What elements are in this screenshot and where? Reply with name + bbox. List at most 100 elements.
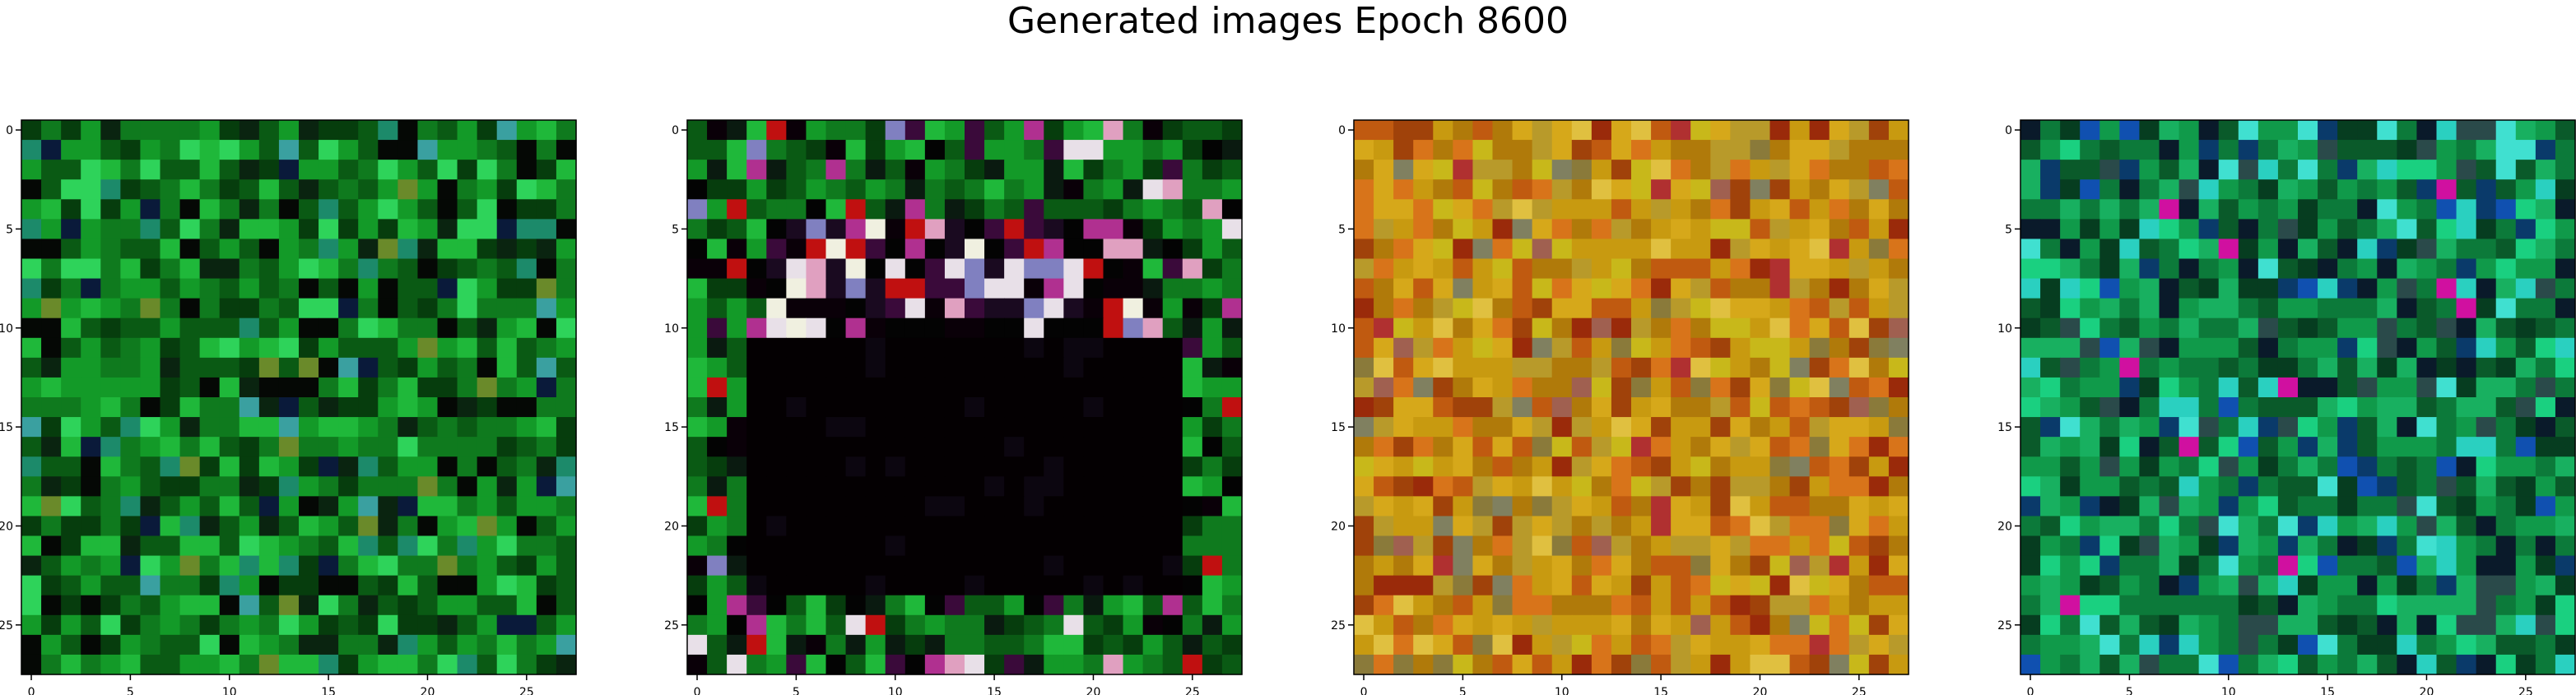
pixel-cell	[1123, 160, 1144, 180]
pixel-cell	[904, 476, 926, 497]
pixel-cell	[2080, 278, 2100, 299]
pixel-cell	[2357, 258, 2378, 280]
pixel-cell	[2040, 357, 2061, 378]
pixel-cell	[2238, 654, 2259, 675]
pixel-cell	[477, 160, 498, 180]
pixel-cell	[21, 535, 42, 557]
pixel-cell	[2277, 337, 2299, 359]
pixel-cell	[2040, 278, 2061, 299]
pixel-cell	[1083, 120, 1104, 141]
pixel-cell	[2456, 496, 2477, 517]
pixel-cell	[496, 120, 518, 141]
pixel-cell	[2139, 298, 2160, 319]
pixel-cell	[81, 595, 101, 616]
pixel-cell	[2080, 535, 2100, 557]
pixel-cell	[2397, 476, 2418, 497]
pixel-cell	[2357, 278, 2378, 299]
pixel-cell	[81, 140, 101, 160]
pixel-cell	[904, 120, 926, 141]
pixel-cell	[1571, 476, 1593, 497]
pixel-cell	[2020, 120, 2041, 141]
pixel-cell	[1044, 258, 1064, 280]
pixel-cell	[687, 377, 708, 398]
pixel-cell	[1591, 535, 1612, 557]
pixel-cell	[2397, 179, 2418, 200]
pixel-cell	[904, 634, 926, 656]
pixel-cell	[1413, 595, 1434, 616]
pixel-cell	[1631, 654, 1652, 675]
pixel-cell	[1631, 397, 1652, 418]
pixel-cell	[1631, 199, 1652, 220]
pixel-cell	[338, 120, 359, 141]
pixel-cell	[417, 219, 439, 240]
pixel-cell	[1730, 120, 1751, 141]
pixel-cell	[219, 278, 240, 299]
pixel-cell	[41, 317, 62, 339]
pixel-cell	[2476, 160, 2497, 180]
pixel-cell	[1063, 258, 1085, 280]
pixel-cell	[2318, 278, 2338, 299]
pixel-cell	[2337, 614, 2358, 636]
pixel-cell	[2238, 160, 2259, 180]
pixel-cell	[2337, 317, 2358, 339]
pixel-cell	[2377, 437, 2397, 457]
pixel-cell	[2495, 337, 2517, 359]
pixel-cell	[766, 614, 787, 636]
pixel-cell	[2238, 417, 2259, 438]
pixel-cell	[2436, 179, 2457, 200]
pixel-cell	[2535, 357, 2556, 378]
pixel-cell	[1142, 317, 1164, 339]
pixel-cell	[2218, 496, 2239, 517]
pixel-cell	[299, 179, 319, 200]
pixel-cell	[496, 417, 518, 438]
pixel-cell	[536, 337, 557, 359]
pixel-cell	[965, 377, 985, 398]
pixel-cell	[1004, 219, 1025, 240]
pixel-cell	[1221, 239, 1243, 260]
pixel-cell	[437, 160, 458, 180]
pixel-cell	[727, 258, 747, 280]
pixel-cell	[1631, 496, 1652, 517]
pixel-cell	[1769, 476, 1791, 497]
pixel-cell	[2495, 417, 2517, 438]
pixel-cell	[2318, 140, 2338, 160]
pixel-cell	[1671, 179, 1691, 200]
pixel-cell	[417, 317, 439, 339]
pixel-cell	[278, 120, 300, 141]
pixel-cell	[219, 160, 240, 180]
pixel-cell	[61, 496, 81, 517]
pixel-cell	[2495, 634, 2517, 656]
pixel-cell	[1142, 516, 1164, 537]
pixel-cell	[1202, 298, 1223, 319]
pixel-cell	[2397, 317, 2418, 339]
pixel-cell	[100, 317, 121, 339]
pixel-cell	[865, 199, 886, 220]
pixel-cell	[2238, 258, 2259, 280]
pixel-cell	[2020, 317, 2041, 339]
pixel-cell	[845, 219, 867, 240]
pixel-cell	[358, 575, 379, 596]
pixel-cell	[1512, 258, 1533, 280]
pixel-cell	[825, 555, 847, 577]
pixel-cell	[1202, 456, 1223, 477]
pixel-cell	[2238, 476, 2259, 497]
pixel-cell	[258, 476, 280, 497]
pixel-cell	[1512, 437, 1533, 457]
pixel-cell	[258, 258, 280, 280]
pixel-cell	[1182, 417, 1203, 438]
pixel-cell	[1512, 179, 1533, 200]
pixel-cell	[1354, 595, 1374, 616]
pixel-cell	[398, 555, 419, 577]
pixel-cell	[61, 377, 81, 398]
pixel-cell	[806, 140, 827, 160]
pixel-cell	[865, 397, 886, 418]
pixel-cell	[1730, 377, 1751, 398]
pixel-cell	[1063, 634, 1085, 656]
pixel-cell	[1848, 179, 1870, 200]
pixel-cell	[21, 397, 42, 418]
pixel-cell	[1063, 614, 1085, 636]
pixel-cell	[2298, 437, 2318, 457]
pixel-cell	[2277, 357, 2299, 378]
pixel-cell	[2178, 417, 2200, 438]
pixel-cell	[258, 278, 280, 299]
